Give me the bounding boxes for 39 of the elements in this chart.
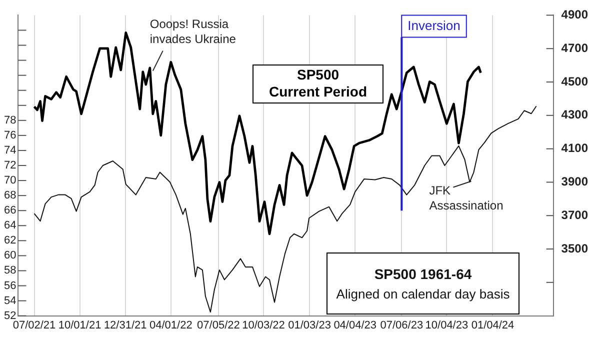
y-tick-label: 66	[4, 204, 16, 217]
x-tick-label: 07/06/23	[380, 319, 424, 332]
y2-tick-label: 4900	[561, 8, 588, 22]
annotation: JFK Assassination	[429, 184, 504, 213]
y-tick-label: 72	[4, 160, 16, 172]
y2-tick-label: 3500	[561, 241, 588, 256]
y-tick-label: 78	[4, 114, 16, 126]
x-tick-label: 10/04/23	[425, 319, 468, 332]
y-tick-label: 74	[4, 144, 16, 156]
y2-tick-label: 3700	[561, 208, 588, 222]
text: SP500 1961-64	[374, 266, 472, 282]
y2-tick-label: 3900	[561, 174, 588, 189]
y-tick-label: 58	[4, 264, 16, 277]
y-tick-label: 62	[4, 234, 16, 247]
x-tick-label: 04/01/22	[149, 319, 192, 332]
y2-tick-label: 4700	[561, 40, 588, 55]
annotation: Ooops! Russia invades Ukraine	[150, 17, 236, 46]
y2-tick-label: 4300	[561, 108, 588, 122]
x-tick-label: 10/03/22	[242, 319, 285, 332]
annotation: Aligned on calendar day basis	[336, 286, 510, 302]
y-tick-label: 56	[4, 280, 16, 292]
y-tick-label: 76	[4, 129, 16, 142]
x-tick-label: 01/04/24	[471, 319, 514, 332]
series-label: SP500 Current Period	[268, 66, 368, 100]
y-tick-label: 52	[4, 310, 16, 322]
x-tick-label: 07/05/22	[197, 319, 240, 332]
y-tick-label: 60	[4, 250, 16, 262]
x-tick-label: 01/03/23	[288, 319, 331, 332]
x-tick-label: 04/04/23	[334, 319, 377, 332]
y-tick-label: 54	[4, 294, 16, 307]
ref-line-label: Inversion	[408, 18, 460, 33]
y2-tick-label: 4100	[561, 141, 588, 156]
y-tick-label: 64	[4, 220, 16, 232]
y-tick-label: 70	[4, 174, 16, 187]
y2-tick-label: 4500	[561, 74, 588, 88]
x-tick-label: 10/01/21	[58, 319, 102, 332]
y-tick-label: 68	[4, 190, 16, 202]
x-tick-label: 07/02/21	[12, 319, 56, 332]
x-tick-label: 12/31/21	[104, 319, 147, 332]
